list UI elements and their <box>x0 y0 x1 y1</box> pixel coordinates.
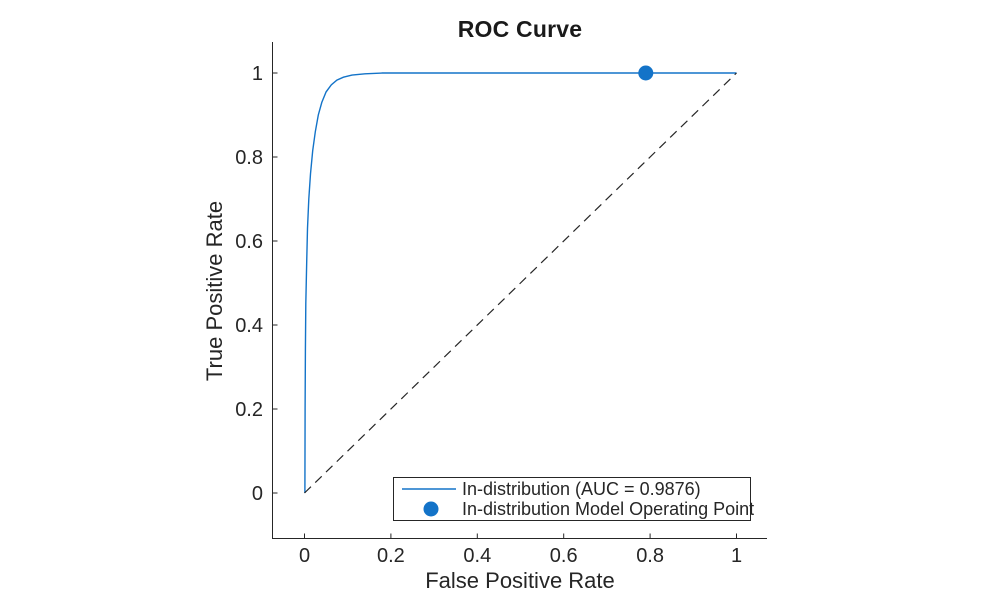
x-tick-label: 0.4 <box>463 545 491 567</box>
x-tick-label: 1 <box>731 545 742 567</box>
y-tick-label: 0.2 <box>235 399 263 421</box>
x-tick-label: 0.8 <box>636 545 664 567</box>
y-tick-label: 1 <box>252 63 263 85</box>
y-tick-label: 0.8 <box>235 147 263 169</box>
y-tick-label: 0.6 <box>235 231 263 253</box>
legend: In-distribution (AUC = 0.9876) In-distri… <box>393 477 754 521</box>
reference-diagonal-line <box>304 72 737 494</box>
roc-curve-line <box>304 72 737 494</box>
dot-swatch-icon <box>423 501 439 517</box>
x-tick-label: 0.6 <box>550 545 578 567</box>
y-tick-label: 0.4 <box>235 315 263 337</box>
x-axis-label: False Positive Rate <box>425 568 615 593</box>
legend-item-operating-point: In-distribution Model Operating Point <box>394 499 754 519</box>
chart-title: ROC Curve <box>457 16 583 42</box>
legend-label-roc-curve: In-distribution (AUC = 0.9876) <box>462 478 701 499</box>
operating-point-marker <box>638 65 654 81</box>
line-swatch-icon <box>402 488 456 490</box>
legend-item-roc-curve: In-distribution (AUC = 0.9876) <box>394 479 750 499</box>
legend-label-operating-point: In-distribution Model Operating Point <box>462 498 755 519</box>
y-tick-label: 0 <box>252 483 263 505</box>
x-tick-label: 0.2 <box>377 545 405 567</box>
x-tick-label: 0 <box>299 545 310 567</box>
